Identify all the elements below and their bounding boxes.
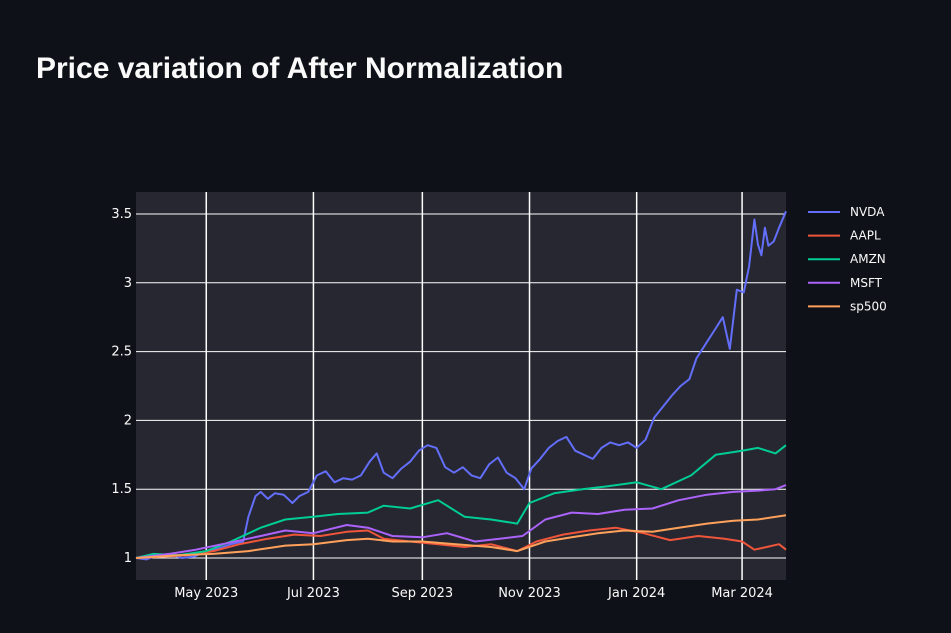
grid (136, 192, 786, 580)
series-line-amzn (135, 444, 787, 559)
series-line-sp500 (135, 514, 787, 559)
y-axis-ticks: 1 1.5 2 2.5 3 3.5 (111, 207, 132, 566)
legend-label: AAPL (850, 229, 881, 243)
x-tick-label: May 2023 (174, 586, 238, 601)
x-tick-label: Jan 2024 (607, 586, 665, 601)
legend-item-aapl[interactable]: AAPL (808, 229, 881, 243)
series-lines (135, 210, 787, 561)
x-axis-ticks: May 2023 Jul 2023 Sep 2023 Nov 2023 Jan 2024… (174, 586, 773, 601)
x-tick-label: Nov 2023 (498, 586, 561, 601)
legend-item-msft[interactable]: MSFT (808, 276, 883, 290)
y-tick-label: 1.5 (111, 482, 132, 497)
x-tick-label: Sep 2023 (391, 586, 453, 601)
legend[interactable]: NVDA AAPL AMZN MSFT sp500 (808, 205, 887, 313)
legend-label: NVDA (850, 205, 885, 219)
y-tick-label: 1 (124, 551, 132, 566)
series-line-aapl (135, 526, 787, 559)
legend-item-nvda[interactable]: NVDA (808, 205, 885, 219)
legend-item-amzn[interactable]: AMZN (808, 252, 886, 266)
y-tick-label: 3.5 (111, 207, 132, 222)
x-tick-label: Mar 2024 (711, 586, 773, 601)
y-tick-label: 2.5 (111, 345, 132, 360)
legend-label: MSFT (850, 276, 883, 290)
y-tick-label: 3 (124, 276, 132, 291)
y-tick-label: 2 (124, 413, 132, 428)
legend-item-sp500[interactable]: sp500 (808, 299, 887, 313)
page-title: Price variation of After Normalization (36, 52, 564, 85)
legend-label: sp500 (850, 299, 887, 313)
plot-area (136, 192, 786, 580)
x-tick-label: Jul 2023 (286, 586, 340, 601)
series-line-msft (135, 484, 787, 559)
legend-label: AMZN (850, 252, 886, 266)
series-line-nvda (135, 210, 787, 561)
